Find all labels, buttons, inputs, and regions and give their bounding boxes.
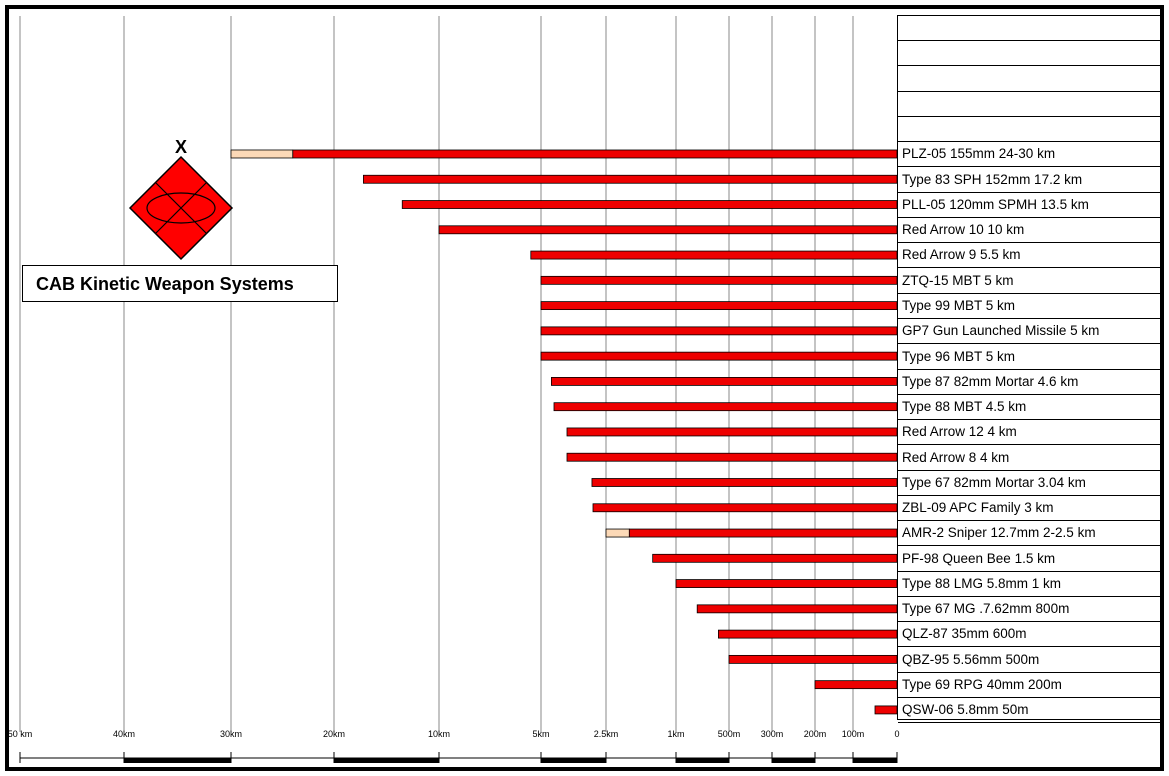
cross-line	[155, 182, 207, 234]
range-bars	[230, 149, 898, 715]
range-bar	[401, 200, 898, 209]
tick-label: 40km	[113, 729, 135, 739]
range-bar	[728, 654, 898, 664]
empty-row	[898, 16, 1160, 41]
tick-label: 10km	[428, 729, 450, 739]
scale-bar-segment	[124, 758, 231, 763]
weapon-label: Red Arrow 9 5.5 km	[898, 243, 1160, 269]
range-bar	[551, 377, 898, 386]
range-bar	[814, 680, 898, 690]
chart-frame	[5, 5, 1164, 771]
range-bar	[540, 275, 898, 285]
chart-title: CAB Kinetic Weapon Systems	[22, 265, 338, 302]
tick-label: 500m	[718, 729, 741, 739]
weapon-label: Red Arrow 12 4 km	[898, 420, 1160, 446]
empty-row	[898, 41, 1160, 67]
range-bar	[874, 705, 898, 715]
weapon-label: Type 96 MBT 5 km	[898, 345, 1160, 370]
tick-label: 100m	[842, 729, 865, 739]
weapon-label: Type 67 MG .7.62mm 800m	[898, 597, 1160, 623]
weapon-label: Type 87 82mm Mortar 4.6 km	[898, 370, 1160, 395]
weapon-label: QLZ-87 35mm 600m	[898, 622, 1160, 648]
scale-bar-segment	[772, 758, 815, 763]
range-bar	[553, 402, 898, 412]
weapon-label: QSW-06 5.8mm 50m	[898, 698, 1160, 724]
range-bar	[540, 301, 898, 311]
weapon-label: PLZ-05 155mm 24-30 km	[898, 142, 1160, 168]
range-bar	[696, 604, 898, 614]
weapon-label: ZTQ-15 MBT 5 km	[898, 269, 1160, 294]
range-bar	[540, 351, 898, 361]
tick-label: 50 km	[8, 729, 33, 739]
weapon-label: Red Arrow 10 10 km	[898, 218, 1160, 244]
range-bar	[628, 528, 898, 538]
extended-range-bar	[605, 528, 630, 538]
x-axis: 50 km 40km 30km 20km 10km 5km 2.5km 1km 500m 300m…	[8, 729, 900, 763]
range-bar	[718, 629, 898, 639]
range-bar	[362, 174, 898, 184]
weapon-label: Type 88 LMG 5.8mm 1 km	[898, 572, 1160, 597]
armor-oval-icon	[146, 192, 216, 224]
tick-label: 0	[894, 729, 899, 739]
weapon-label: GP7 Gun Launched Missile 5 km	[898, 319, 1160, 345]
range-bar	[675, 579, 898, 588]
empty-row	[898, 117, 1160, 143]
weapon-label: Type 69 RPG 40mm 200m	[898, 673, 1160, 699]
weapon-label: Type 99 MBT 5 km	[898, 294, 1160, 319]
range-bar	[530, 250, 898, 260]
empty-row	[898, 67, 1160, 92]
range-bar	[566, 452, 898, 462]
weapon-label: QBZ-95 5.56mm 500m	[898, 648, 1160, 673]
range-bar	[591, 478, 898, 487]
range-bar	[592, 503, 898, 513]
scale-bar-segment	[853, 758, 897, 763]
range-bar	[540, 326, 898, 336]
gridlines	[19, 16, 854, 732]
weapon-label-panel: PLZ-05 155mm 24-30 km Type 83 SPH 152mm 1…	[897, 15, 1161, 724]
tick-label: 300m	[761, 729, 784, 739]
tick-label: 30km	[220, 729, 242, 739]
scale-bar-segment	[541, 758, 606, 763]
unit-symbol: X	[128, 135, 236, 268]
range-bar	[292, 149, 898, 159]
weapon-label: Type 88 MBT 4.5 km	[898, 395, 1160, 421]
extended-range-bar	[230, 149, 294, 159]
weapon-label: PF-98 Queen Bee 1.5 km	[898, 547, 1160, 572]
tick-label: 2.5km	[594, 729, 619, 739]
weapon-label: PLL-05 120mm SPMH 13.5 km	[898, 193, 1160, 218]
weapon-label: Type 67 82mm Mortar 3.04 km	[898, 471, 1160, 496]
range-bar	[652, 553, 898, 563]
tick-label: 5km	[532, 729, 549, 739]
weapon-label: Red Arrow 8 4 km	[898, 446, 1160, 471]
tick-label: 20km	[323, 729, 345, 739]
scale-bar-segment	[676, 758, 729, 763]
weapon-label: ZBL-09 APC Family 3 km	[898, 496, 1160, 522]
range-bar	[566, 427, 898, 437]
empty-row	[898, 92, 1160, 117]
scale-bar-segment	[334, 758, 439, 763]
weapon-label: AMR-2 Sniper 12.7mm 2-2.5 km	[898, 521, 1160, 547]
echelon-mark: X	[175, 137, 187, 157]
tick-label: 200m	[804, 729, 827, 739]
tick-label: 1km	[667, 729, 684, 739]
range-bar	[438, 225, 898, 235]
weapon-label: Type 83 SPH 152mm 17.2 km	[898, 168, 1160, 193]
